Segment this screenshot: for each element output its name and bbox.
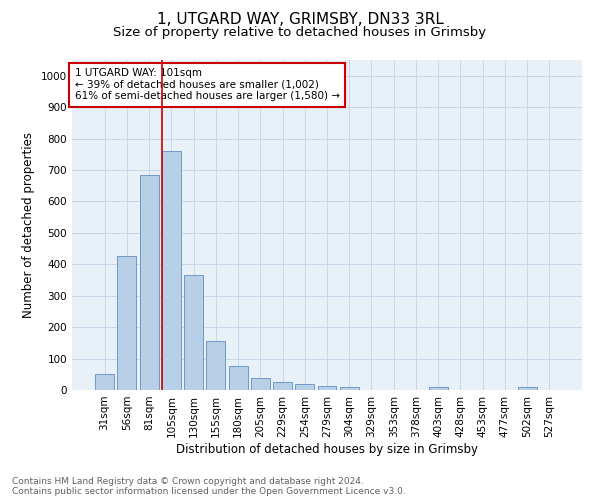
- Text: 1, UTGARD WAY, GRIMSBY, DN33 3RL: 1, UTGARD WAY, GRIMSBY, DN33 3RL: [157, 12, 443, 28]
- Bar: [118, 256, 136, 390]
- Text: Size of property relative to detached houses in Grimsby: Size of property relative to detached ho…: [113, 26, 487, 39]
- Text: 1 UTGARD WAY: 101sqm
← 39% of detached houses are smaller (1,002)
61% of semi-de: 1 UTGARD WAY: 101sqm ← 39% of detached h…: [74, 68, 340, 102]
- Bar: [340, 388, 359, 390]
- Bar: [229, 366, 248, 390]
- Bar: [140, 174, 158, 390]
- Bar: [251, 378, 270, 390]
- Bar: [317, 386, 337, 390]
- Bar: [184, 276, 203, 390]
- Bar: [95, 374, 114, 390]
- Bar: [518, 387, 536, 390]
- X-axis label: Distribution of detached houses by size in Grimsby: Distribution of detached houses by size …: [176, 442, 478, 456]
- Bar: [429, 387, 448, 390]
- Text: Contains HM Land Registry data © Crown copyright and database right 2024.
Contai: Contains HM Land Registry data © Crown c…: [12, 476, 406, 496]
- Y-axis label: Number of detached properties: Number of detached properties: [22, 132, 35, 318]
- Bar: [295, 384, 314, 390]
- Bar: [162, 151, 181, 390]
- Bar: [206, 342, 225, 390]
- Bar: [273, 382, 292, 390]
